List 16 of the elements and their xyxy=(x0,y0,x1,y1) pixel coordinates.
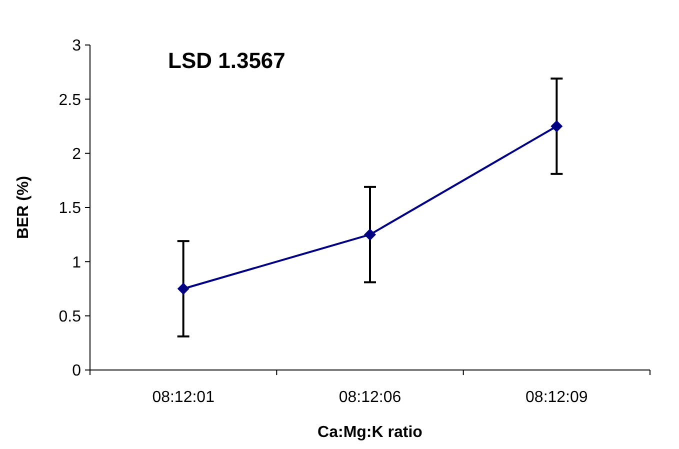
y-tick-label: 1.5 xyxy=(58,200,82,218)
point xyxy=(177,282,190,295)
point xyxy=(550,120,563,132)
annotation: LSD 1.3567 xyxy=(168,48,286,73)
y-tick-label: 0.5 xyxy=(58,308,82,326)
x-tick-label: 08:12:01 xyxy=(152,389,215,406)
y-tick-label: 3 xyxy=(72,38,82,55)
y-tick-label: 2.5 xyxy=(58,92,82,109)
point xyxy=(364,228,376,241)
x-tick-label: 08:12:06 xyxy=(338,389,402,406)
y-axis-title: BER (%) xyxy=(15,176,32,240)
x-tick-label: 08:12:09 xyxy=(526,389,588,406)
y-tick-label: 1 xyxy=(72,254,82,272)
y-tick-label: 0 xyxy=(72,362,82,380)
x-axis-title: Ca:Mg:K ratio xyxy=(318,424,423,441)
y-tick-label: 2 xyxy=(72,146,82,163)
